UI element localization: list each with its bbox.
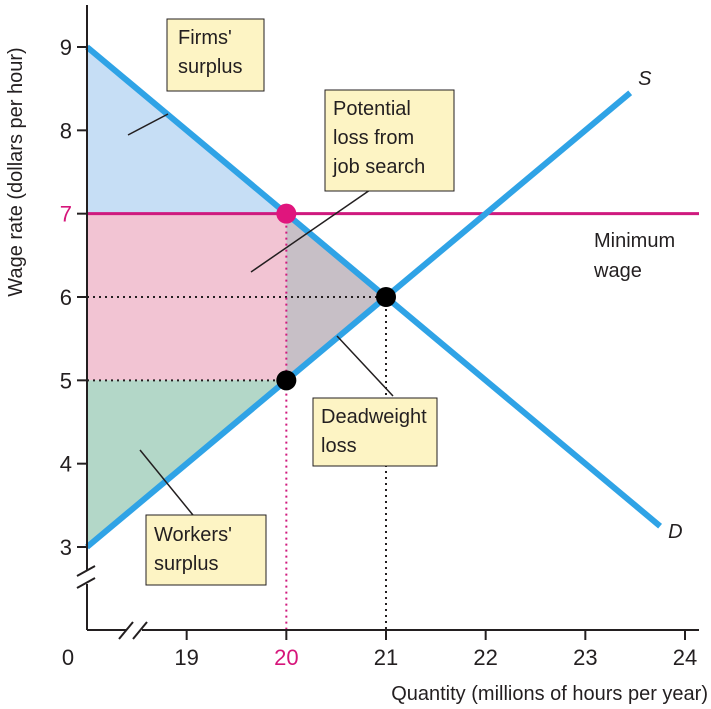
origin-label: 0 xyxy=(62,645,74,670)
workers-surplus-annotation-line: surplus xyxy=(154,553,218,575)
x-axis-break-mark-2 xyxy=(132,621,148,640)
supply-at-minimum-wage-point xyxy=(276,370,297,391)
deadweight-loss-annotation-box xyxy=(312,397,438,467)
deadweight-loss-annotation-line: loss xyxy=(321,435,357,457)
annotation-leader-3 xyxy=(336,335,394,397)
annotation-leader-4 xyxy=(139,449,198,521)
annotation-leader-1 xyxy=(127,113,169,136)
job-search-loss-region xyxy=(87,213,287,381)
job-search-annotation-line: loss from xyxy=(333,127,414,149)
deadweight-loss-annotation-line: Deadweight xyxy=(321,406,427,428)
firms-surplus-annotation-box xyxy=(166,18,265,92)
equilibrium-point xyxy=(376,287,396,307)
deadweight-loss-region xyxy=(286,213,386,381)
job-search-annotation-box xyxy=(324,89,455,192)
firms-surplus-annotation-line: surplus xyxy=(178,56,242,78)
y-tick-label-5: 5 xyxy=(60,368,72,393)
annotation-leader-2 xyxy=(250,189,371,273)
demand-curve-label: D xyxy=(668,521,682,543)
x-tick-label-22: 22 xyxy=(473,645,497,670)
y-axis-break-mark-2 xyxy=(76,577,96,589)
firms-surplus-annotation-line: Firms' xyxy=(178,27,232,49)
job-search-annotation-line: Potential xyxy=(333,98,411,120)
supply-curve xyxy=(85,90,633,550)
y-axis-title: Wage rate (dollars per hour) xyxy=(5,47,27,296)
y-axis-break-mark-1 xyxy=(76,565,96,577)
x-axis-break-mark-1 xyxy=(118,621,134,640)
workers-surplus-annotation-line: Workers' xyxy=(154,524,232,546)
minimum-wage-employment-point xyxy=(276,203,297,224)
demand-curve xyxy=(85,44,663,529)
minimum-wage-label-line: wage xyxy=(593,260,642,282)
workers-surplus-annotation-box xyxy=(145,514,267,586)
y-tick-label-3: 3 xyxy=(60,535,72,560)
y-tick-label-7: 7 xyxy=(60,202,72,227)
x-tick-label-20: 20 xyxy=(274,645,298,670)
y-tick-label-4: 4 xyxy=(60,452,72,477)
y-tick-label-6: 6 xyxy=(60,285,72,310)
y-tick-label-8: 8 xyxy=(60,118,72,143)
x-tick-label-19: 19 xyxy=(174,645,198,670)
supply-curve-label: S xyxy=(638,68,652,90)
minimum-wage-label-line: Minimum xyxy=(594,230,675,252)
job-search-annotation-line: job search xyxy=(332,156,425,178)
x-axis-title: Quantity (millions of hours per year) xyxy=(391,683,708,705)
x-tick-label-23: 23 xyxy=(573,645,597,670)
x-tick-label-24: 24 xyxy=(673,645,697,670)
x-tick-label-21: 21 xyxy=(374,645,398,670)
y-tick-label-9: 9 xyxy=(60,35,72,60)
